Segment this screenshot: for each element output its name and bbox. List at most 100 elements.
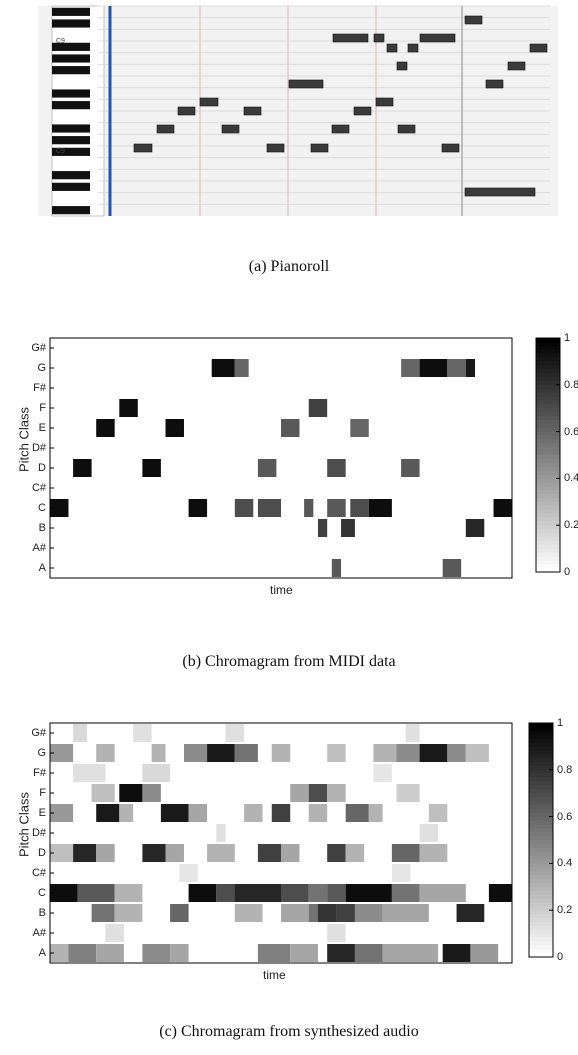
cell-B (336, 904, 355, 922)
cell-D (419, 844, 448, 862)
cell-Gsharp (133, 724, 152, 742)
black-key (52, 124, 90, 133)
cell-A (50, 944, 69, 962)
cell-C (50, 499, 69, 517)
plot-border (49, 337, 513, 579)
colorbar-tick: 0.2 (564, 519, 578, 532)
cell-A (68, 944, 97, 962)
cell-A (170, 944, 189, 962)
cell-G (234, 744, 258, 762)
cell-C (350, 499, 369, 517)
colorbar-tick: 0.8 (564, 378, 578, 391)
colorbar-step (529, 793, 553, 798)
cell-G (96, 744, 115, 762)
cell-C (281, 884, 309, 902)
cell-B (465, 519, 485, 537)
colorbar-step (536, 533, 560, 538)
colorbar-step (529, 812, 553, 818)
ytick-D: D (38, 847, 46, 859)
cell-C (188, 499, 208, 517)
note (156, 124, 175, 134)
ytick-A: A (38, 562, 46, 574)
ytick-F: F (39, 402, 46, 414)
colorbar-step (536, 517, 560, 522)
cell-G (50, 744, 74, 762)
ytick-C: C (38, 887, 46, 899)
cell-E (119, 804, 134, 822)
colorbar-step (536, 419, 560, 425)
ytick-Dsharp: D# (31, 442, 46, 454)
colorbar-step (536, 412, 560, 417)
cell-C (257, 499, 281, 517)
cell-C (488, 884, 512, 902)
colorbar-step (536, 338, 560, 343)
colorbar-tick: 0.8 (557, 763, 573, 776)
colorbar-midi (535, 337, 561, 573)
colorbar-step (529, 937, 553, 942)
cell-Dsharp (419, 824, 439, 842)
cell-A (442, 944, 471, 962)
colorbar-step (529, 941, 553, 946)
cell-G (419, 359, 448, 377)
colorbar-step (536, 447, 560, 452)
ytick-B: B (38, 907, 46, 919)
black-key (52, 19, 90, 28)
colorbar-step (536, 427, 560, 433)
key-label-c9-upper: C9 (56, 38, 65, 45)
cell-G (183, 744, 208, 762)
colorbar-step (536, 540, 560, 546)
colorbar-step (536, 501, 560, 507)
black-key (52, 7, 90, 16)
colorbar-tick: 1 (557, 717, 564, 729)
cell-E (244, 804, 263, 822)
cell-Gsharp (225, 724, 245, 742)
colorbar-tick: 0.4 (557, 857, 573, 870)
cell-D (73, 459, 92, 477)
note (332, 33, 369, 43)
ytick-G: G (37, 362, 46, 374)
cell-F (308, 784, 328, 802)
note (199, 97, 219, 107)
colorbar-step (536, 361, 560, 366)
note (464, 15, 483, 25)
cell-C (50, 884, 78, 902)
colorbar-step (529, 789, 553, 794)
colorbar-step (529, 906, 553, 911)
colorbar-step (536, 408, 560, 413)
cell-D (50, 844, 74, 862)
colorbar-step (529, 769, 553, 775)
pianoroll-figure: C9 C9 (a) Pianoroll (0, 0, 578, 290)
cell-D (257, 459, 277, 477)
cell-A (142, 944, 171, 962)
cell-Asharp (105, 924, 124, 942)
black-key (52, 42, 90, 51)
colorbar-step (536, 451, 560, 456)
note (310, 143, 329, 153)
note (243, 106, 262, 116)
colorbar-step (536, 396, 560, 401)
black-key (52, 206, 90, 215)
colorbar-step (536, 497, 560, 503)
cell-E (428, 804, 448, 822)
cell-A (257, 944, 291, 962)
colorbar-step (529, 828, 553, 833)
colorbar-step (529, 804, 553, 810)
ytick-C: C (38, 502, 46, 514)
cell-G (271, 744, 291, 762)
cell-A (382, 944, 439, 962)
ytick-Csharp: C# (31, 867, 46, 879)
note (485, 79, 504, 89)
colorbar-step (529, 871, 553, 876)
cell-D (207, 844, 235, 862)
cell-E (308, 804, 328, 822)
ytick-G: G (37, 747, 46, 759)
colorbar-step (536, 392, 560, 398)
note (397, 124, 416, 134)
colorbar-step (529, 894, 553, 900)
colorbar-step (536, 384, 560, 390)
colorbar-step (536, 369, 560, 374)
cell-F (290, 784, 309, 802)
colorbar-step (529, 890, 553, 896)
cell-B (354, 904, 383, 922)
ytick-Gsharp: G# (31, 727, 46, 739)
